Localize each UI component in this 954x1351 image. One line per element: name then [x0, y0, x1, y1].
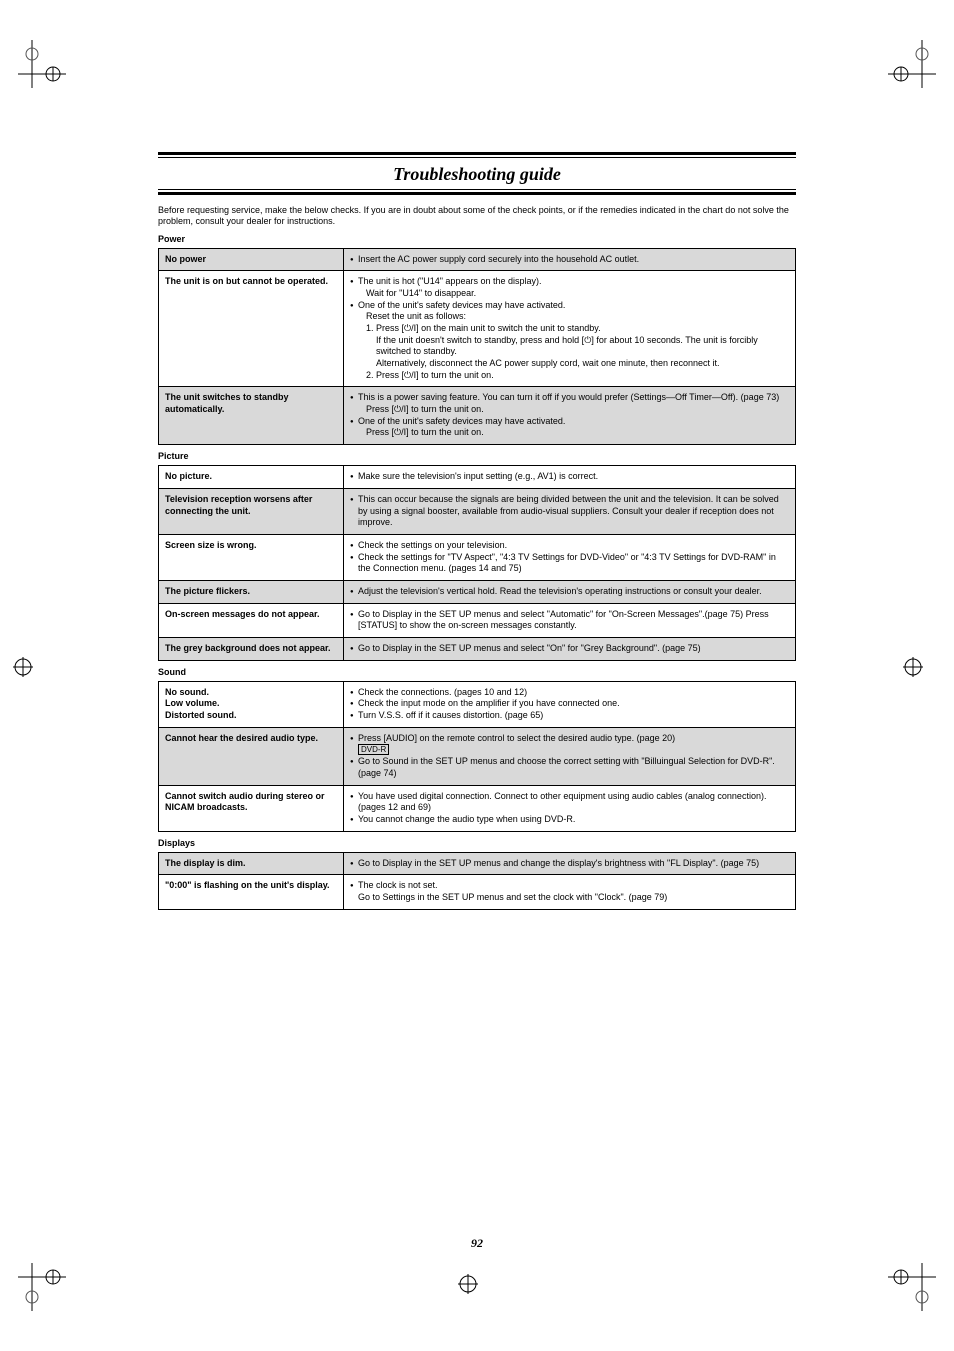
- remedy-cell: Go to Display in the SET UP menus and ch…: [344, 852, 796, 875]
- remedy-cell: This can occur because the signals are b…: [344, 488, 796, 534]
- issue-cell: The grey background does not appear.: [159, 638, 344, 661]
- issue-cell: On-screen messages do not appear.: [159, 603, 344, 637]
- table-row: On-screen messages do not appear.Go to D…: [159, 603, 796, 637]
- issue-cell: Screen size is wrong.: [159, 534, 344, 580]
- crop-mark-mid-right: [898, 652, 946, 700]
- table-row: No powerInsert the AC power supply cord …: [159, 248, 796, 271]
- table-row: No sound.Low volume.Distorted sound.Chec…: [159, 681, 796, 727]
- remedy-cell: This is a power saving feature. You can …: [344, 387, 796, 445]
- issue-cell: "0:00" is flashing on the unit's display…: [159, 875, 344, 909]
- page-number: 92: [471, 1236, 483, 1251]
- table-row: Cannot switch audio during stereo or NIC…: [159, 785, 796, 831]
- title-rule-top: [158, 152, 796, 158]
- remedy-cell: Press [AUDIO] on the remote control to s…: [344, 727, 796, 785]
- title-rule-bot: [158, 189, 796, 195]
- table-row: No picture.Make sure the television's in…: [159, 466, 796, 489]
- section-label: Sound: [158, 667, 796, 677]
- table-row: The picture flickers.Adjust the televisi…: [159, 580, 796, 603]
- intro-text: Before requesting service, make the belo…: [158, 205, 796, 228]
- remedy-cell: Check the connections. (pages 10 and 12)…: [344, 681, 796, 727]
- issue-cell: The picture flickers.: [159, 580, 344, 603]
- remedy-cell: Go to Display in the SET UP menus and se…: [344, 638, 796, 661]
- troubleshooting-table: No powerInsert the AC power supply cord …: [158, 248, 796, 446]
- page-content: Troubleshooting guide Before requesting …: [158, 152, 796, 916]
- table-row: The grey background does not appear.Go t…: [159, 638, 796, 661]
- remedy-cell: Check the settings on your television.Ch…: [344, 534, 796, 580]
- issue-cell: Cannot switch audio during stereo or NIC…: [159, 785, 344, 831]
- crop-mark-mid-left: [8, 652, 56, 700]
- remedy-cell: The unit is hot ("U14" appears on the di…: [344, 271, 796, 387]
- table-row: The unit is on but cannot be operated.Th…: [159, 271, 796, 387]
- section-label: Displays: [158, 838, 796, 848]
- issue-cell: The unit switches to standby automatical…: [159, 387, 344, 445]
- page-title: Troubleshooting guide: [158, 164, 796, 185]
- issue-cell: No power: [159, 248, 344, 271]
- troubleshooting-table: No sound.Low volume.Distorted sound.Chec…: [158, 681, 796, 832]
- issue-cell: The unit is on but cannot be operated.: [159, 271, 344, 387]
- troubleshooting-table: No picture.Make sure the television's in…: [158, 465, 796, 661]
- issue-cell: Television reception worsens after conne…: [159, 488, 344, 534]
- table-row: "0:00" is flashing on the unit's display…: [159, 875, 796, 909]
- section-label: Power: [158, 234, 796, 244]
- crop-mark-bottom-right: [888, 1263, 936, 1311]
- table-row: The unit switches to standby automatical…: [159, 387, 796, 445]
- table-row: Screen size is wrong.Check the settings …: [159, 534, 796, 580]
- table-row: Television reception worsens after conne…: [159, 488, 796, 534]
- issue-cell: No picture.: [159, 466, 344, 489]
- remedy-cell: Adjust the television's vertical hold. R…: [344, 580, 796, 603]
- crop-mark-top-left: [18, 40, 66, 88]
- remedy-cell: The clock is not set.Go to Settings in t…: [344, 875, 796, 909]
- issue-cell: No sound.Low volume.Distorted sound.: [159, 681, 344, 727]
- section-label: Picture: [158, 451, 796, 461]
- issue-cell: The display is dim.: [159, 852, 344, 875]
- crop-mark-top-right: [888, 40, 936, 88]
- table-row: The display is dim.Go to Display in the …: [159, 852, 796, 875]
- remedy-cell: Go to Display in the SET UP menus and se…: [344, 603, 796, 637]
- remedy-cell: Insert the AC power supply cord securely…: [344, 248, 796, 271]
- table-row: Cannot hear the desired audio type.Press…: [159, 727, 796, 785]
- remedy-cell: Make sure the television's input setting…: [344, 466, 796, 489]
- remedy-cell: You have used digital connection. Connec…: [344, 785, 796, 831]
- crop-mark-bottom-center: [453, 1269, 501, 1317]
- troubleshooting-table: The display is dim.Go to Display in the …: [158, 852, 796, 910]
- crop-mark-bottom-left: [18, 1263, 66, 1311]
- issue-cell: Cannot hear the desired audio type.: [159, 727, 344, 785]
